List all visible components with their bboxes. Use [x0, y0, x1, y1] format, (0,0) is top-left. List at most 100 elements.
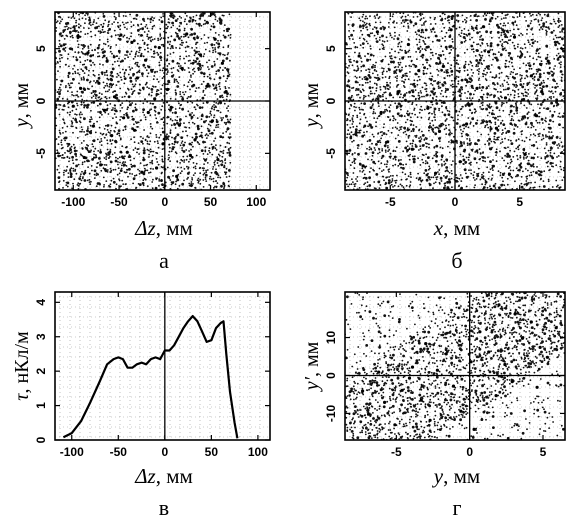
point-b-12: [434, 171, 438, 175]
point-d-21: [428, 418, 432, 422]
point-d-28: [424, 342, 428, 346]
point-b-27: [481, 25, 486, 29]
point-d-17: [510, 380, 514, 384]
point-a-23: [130, 40, 134, 45]
y-tick-label-c-1: 1: [34, 402, 48, 409]
point-d-4: [435, 368, 439, 372]
point-a-11: [205, 84, 209, 88]
point-a-1: [91, 124, 95, 128]
grid-d: [345, 292, 565, 440]
point-a-39: [177, 123, 181, 127]
y-tick-label-b-1: 0: [324, 97, 338, 104]
point-a-5: [135, 76, 139, 80]
x-tick-label-d-2: 5: [540, 445, 547, 459]
point-b-24: [410, 147, 414, 151]
point-d-1: [383, 400, 387, 404]
point-b-7: [494, 126, 498, 130]
point-a-7: [157, 46, 161, 50]
point-d-3: [419, 398, 423, 402]
point-d-15: [459, 409, 463, 413]
point-b-25: [507, 172, 511, 176]
point-d-10: [538, 345, 542, 349]
y-tick-label-b-0: -5: [324, 148, 338, 159]
plot-frame-d: [344, 291, 566, 441]
y-axis-label-b: y, мм: [301, 83, 323, 130]
panel-caption-d: г: [452, 495, 461, 520]
zero-axes-b: [345, 12, 565, 190]
point-a-6: [146, 110, 150, 115]
plot-frame-c: [54, 291, 271, 441]
x-tick-label-b-0: -5: [385, 195, 396, 209]
x-axis-label-a: Δz, мм: [134, 216, 193, 240]
x-tick-label-a-4: 100: [246, 195, 266, 209]
point-d-20: [377, 370, 381, 374]
point-d-5: [451, 384, 456, 388]
point-d-12: [361, 389, 365, 393]
x-tick-label-a-1: -50: [110, 195, 128, 209]
point-d-16: [478, 330, 482, 334]
x-tick-label-d-0: -5: [391, 445, 402, 459]
point-d-25: [407, 376, 412, 380]
point-a-27: [220, 61, 224, 65]
point-a-38: [155, 166, 159, 170]
point-b-13: [487, 50, 491, 54]
y-axis-label-a: y, мм: [11, 83, 33, 130]
point-b-18: [465, 122, 469, 126]
x-tick-label-a-0: -100: [61, 195, 85, 209]
point-a-25: [175, 174, 179, 178]
y-tick-label-c-3: 3: [34, 333, 48, 340]
point-b-28: [437, 129, 442, 133]
point-d-0: [366, 412, 371, 416]
point-b-2: [406, 42, 410, 47]
panel-caption-b: б: [451, 248, 462, 273]
y-axis-label-c: τ, нКл/м: [11, 331, 33, 401]
point-d-23: [494, 394, 498, 398]
x-tick-label-c-4: 100: [248, 445, 268, 459]
point-a-13: [224, 90, 228, 94]
point-d-24: [513, 312, 517, 316]
y-tick-label-c-4: 4: [34, 299, 48, 306]
point-d-18: [529, 320, 533, 324]
x-axis-label-d: y, мм: [432, 464, 480, 488]
point-d-14: [410, 365, 415, 369]
x-tick-label-c-1: -50: [110, 445, 128, 459]
panel-caption-a: а: [159, 248, 169, 273]
point-a-2: [105, 59, 109, 63]
panel-d: -5 0 5 -10 0 10 y, мм y′, мм г: [301, 291, 566, 520]
point-b-23: [540, 90, 544, 94]
point-d-19: [545, 355, 550, 359]
point-a-20: [185, 32, 189, 36]
point-a-22: [110, 134, 114, 138]
point-b-4: [441, 64, 445, 68]
x-tick-label-b-2: 5: [516, 195, 523, 209]
point-d-11: [554, 326, 558, 330]
point-a-16: [99, 163, 103, 167]
point-a-12: [216, 158, 220, 162]
point-a-14: [71, 104, 75, 108]
point-a-21: [210, 119, 214, 123]
point-a-24: [161, 142, 165, 146]
point-d-13: [393, 423, 397, 427]
marks-d: [345, 292, 565, 440]
point-b-20: [379, 110, 383, 115]
x-tick-label-d-1: 0: [466, 445, 473, 459]
point-b-15: [546, 59, 550, 63]
point-a-8: [169, 105, 173, 109]
y-tick-label-a-1: 0: [34, 97, 48, 104]
point-d-29: [535, 385, 539, 389]
point-a-33: [188, 153, 192, 157]
point-d-7: [487, 350, 491, 354]
point-a-17: [119, 33, 123, 37]
point-d-2: [400, 388, 404, 392]
point-b-0: [365, 77, 369, 81]
point-b-6: [475, 86, 479, 90]
point-a-10: [193, 138, 197, 142]
x-tick-label-a-2: 0: [161, 195, 168, 209]
point-a-34: [213, 37, 217, 41]
point-b-9: [534, 114, 539, 118]
zero-axes-d: [345, 292, 565, 440]
point-a-4: [125, 150, 129, 154]
point-b-10: [361, 164, 365, 168]
point-b-22: [467, 103, 471, 107]
